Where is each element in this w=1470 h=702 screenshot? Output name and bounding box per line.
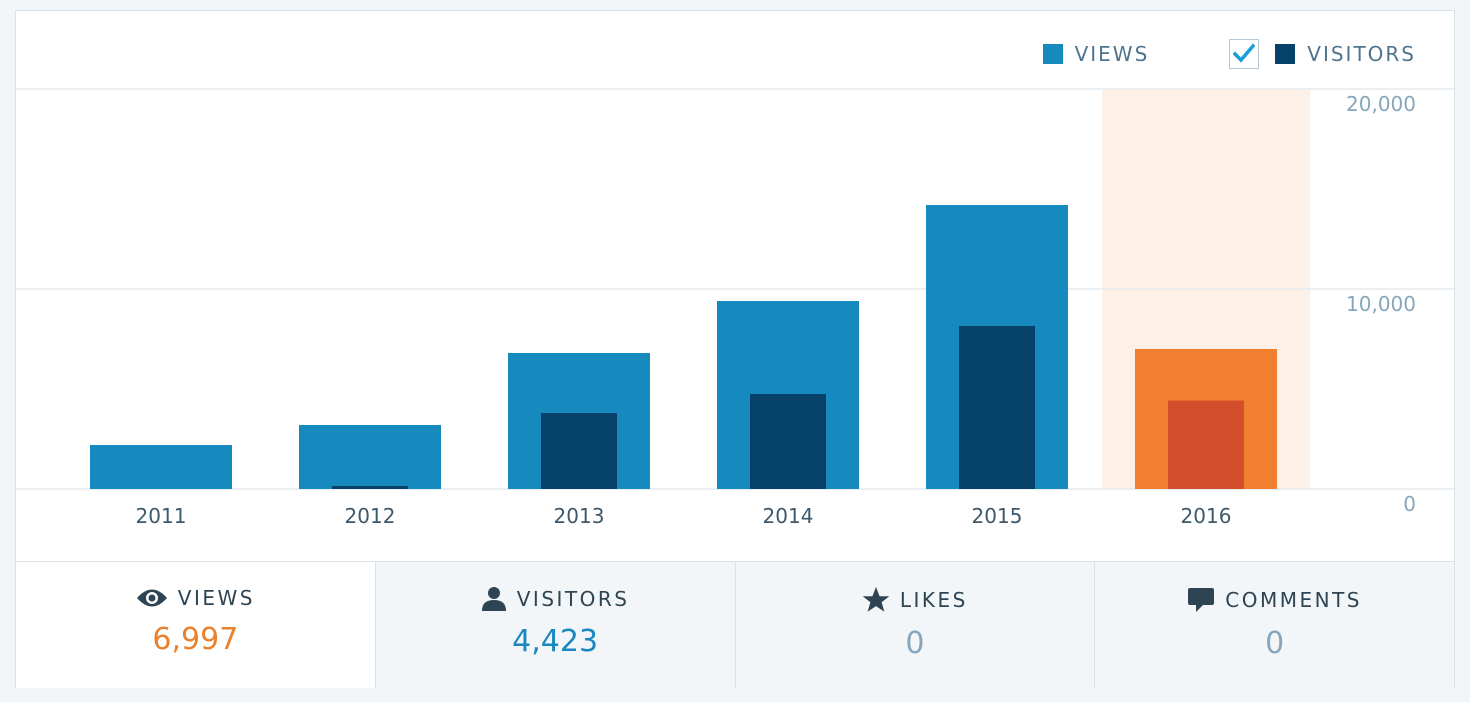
tab-comments-label: COMMENTS [1225, 588, 1362, 612]
x-tick-label-2013: 2013 [554, 504, 605, 528]
bar-visitors-2012[interactable] [332, 486, 408, 489]
tab-views-label-row: VIEWS [136, 586, 255, 610]
x-tick-label-2016: 2016 [1181, 504, 1232, 528]
stats-card: 20,000 10,000 0 2011 2012 2013 2014 2015 2016 VI… [15, 10, 1456, 688]
tab-comments-value: 0 [1265, 626, 1285, 661]
legend-item-visitors[interactable]: VISITORS [1229, 39, 1416, 69]
x-tick-label-2012: 2012 [345, 504, 396, 528]
star-icon [862, 587, 890, 612]
tab-visitors-label-row: VISITORS [481, 586, 630, 612]
y-tick-label: 20,000 [1346, 92, 1416, 116]
tab-views-value: 6,997 [152, 622, 239, 657]
chart-legend: VIEWS VISITORS [1042, 39, 1416, 69]
tab-comments-label-row: COMMENTS [1187, 586, 1362, 614]
y-tick-label: 0 [1403, 492, 1416, 516]
tab-likes-value: 0 [905, 626, 925, 661]
bar-chart: 20,000 10,000 0 2011 2012 2013 2014 2015 2016 [16, 88, 1456, 528]
bar-views-2011[interactable] [90, 445, 232, 489]
bar-visitors-2013[interactable] [541, 413, 617, 489]
tab-likes-label: LIKES [899, 588, 968, 612]
legend-label-views: VIEWS [1074, 42, 1150, 66]
y-tick-label: 10,000 [1346, 292, 1416, 316]
eye-icon [136, 589, 167, 607]
legend-swatch-visitors [1275, 44, 1296, 64]
comment-icon [1188, 588, 1215, 612]
tab-visitors-label: VISITORS [516, 587, 630, 611]
check-icon [1233, 43, 1256, 63]
bar-visitors-2014[interactable] [750, 394, 826, 489]
tab-visitors-value: 4,423 [512, 624, 599, 659]
tab-views[interactable]: VIEWS 6,997 [16, 562, 375, 688]
x-tick-label-2014: 2014 [763, 504, 814, 528]
tab-likes[interactable]: LIKES 0 [734, 562, 1095, 688]
tab-views-label: VIEWS [177, 586, 255, 610]
x-tick-label-2011: 2011 [136, 504, 187, 528]
visitors-toggle-checkbox[interactable] [1229, 39, 1260, 69]
bar-views-2012[interactable] [299, 425, 441, 489]
person-icon [481, 587, 506, 611]
legend-item-views: VIEWS [1042, 42, 1150, 66]
tab-likes-label-row: LIKES [862, 586, 968, 614]
tab-comments[interactable]: COMMENTS 0 [1094, 562, 1454, 688]
stats-tabs: VIEWS 6,997 VISITORS 4,423 LIKES 0 [16, 561, 1454, 688]
legend-swatch-views [1042, 44, 1063, 64]
tab-visitors[interactable]: VISITORS 4,423 [374, 562, 735, 688]
bar-visitors-2016[interactable] [1168, 400, 1244, 489]
bar-visitors-2015[interactable] [959, 326, 1035, 489]
x-tick-label-2015: 2015 [972, 504, 1023, 528]
legend-label-visitors: VISITORS [1307, 42, 1416, 66]
